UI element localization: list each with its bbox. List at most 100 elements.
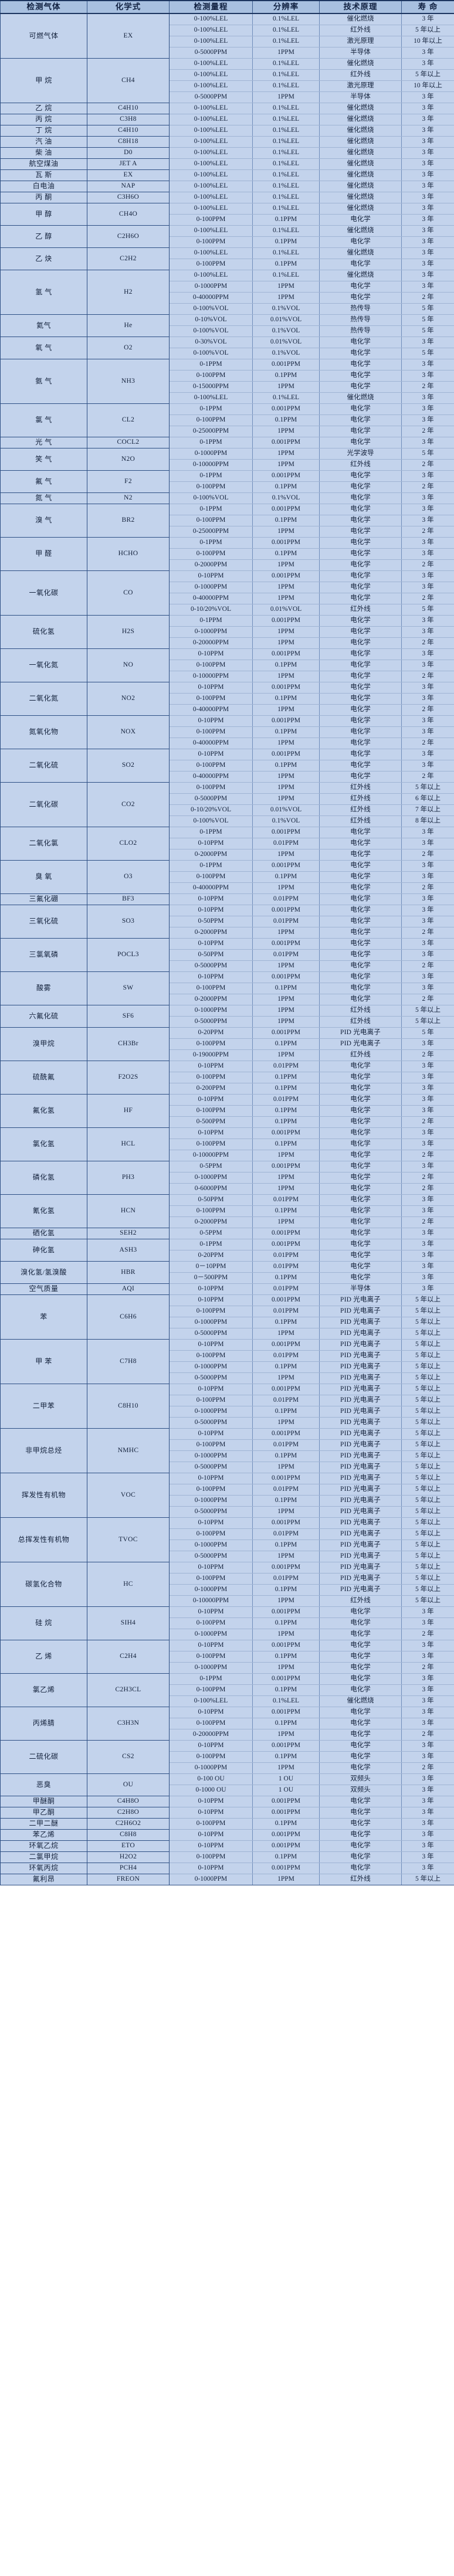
cell-detection-range: 0-100PPM — [169, 1038, 253, 1050]
cell-service-life: 3 年 — [401, 225, 454, 237]
cell-technology-principle: 催化燃烧 — [319, 392, 402, 404]
cell-resolution: 0.1%LEL — [252, 158, 320, 170]
cell-gas-name: 乙 醇 — [0, 225, 87, 248]
cell-service-life: 2 年 — [401, 737, 454, 749]
table-row: 三氯氧磷 POCL3 0-10PPM 0.001PPM 电化学 3 年 — [0, 937, 454, 972]
cell-detection-range: 0-1000 OU — [169, 1784, 253, 1796]
cell-technology-principle: 电化学 — [319, 1606, 402, 1618]
cell-technology-principle: 热传导 — [319, 325, 402, 337]
cell-resolution: 0.1PPM — [252, 659, 320, 671]
table-row: 硅 烷 SIH4 0-10PPM 0.001PPM 电化学 3 年 — [0, 1606, 454, 1640]
cell-chemical-formula: COCL2 — [87, 436, 170, 448]
cell-chemical-formula: NO2 — [87, 681, 170, 716]
cell-resolution: 0.1PPM — [252, 1082, 320, 1095]
table-row: 氢 气 H2 0-100%LEL 0.1%LEL 催化燃烧 3 年 — [0, 269, 454, 315]
table-row: 乙 炔 C2H2 0-100%LEL 0.1%LEL 催化燃烧 3 年 — [0, 247, 454, 270]
table-row: 0-100PPM 0.01PPM PID 光电离子 5 年以上 — [1, 1572, 454, 1585]
cell-resolution: 1PPM — [252, 1216, 320, 1228]
cell-resolution: 0.1%LEL — [252, 135, 320, 148]
cell-technology-principle: 电化学 — [319, 993, 402, 1005]
cell-service-life: 3 年 — [401, 269, 454, 281]
cell-detection-range: 0-10PPM — [169, 570, 253, 582]
cell-service-life: 3 年 — [401, 169, 454, 181]
cell-detection-range: 0-1PPM — [169, 826, 253, 838]
cell-service-life: 5 年以上 — [401, 1572, 454, 1585]
cell-technology-principle: 催化燃烧 — [319, 102, 402, 114]
cell-service-life: 10 年以上 — [401, 35, 454, 47]
cell-service-life: 3 年 — [401, 514, 454, 526]
cell-gas-name: 磷化氢 — [0, 1160, 87, 1195]
cell-technology-principle: 电化学 — [319, 1194, 402, 1206]
table-row: 0-5000PPM 1PPM PID 光电离子 5 年以上 — [1, 1461, 454, 1473]
cell-resolution: 0.1%LEL — [252, 202, 320, 215]
cell-detection-range: 0-1000PPM — [169, 1494, 253, 1507]
column-header-life: 寿 命 — [401, 0, 454, 14]
cell-chemical-formula: PCH4 — [87, 1862, 170, 1874]
cell-detection-range: 0-40000PPM — [169, 704, 253, 716]
cell-service-life: 3 年 — [401, 1706, 454, 1718]
cell-detection-range: 0-10000PPM — [169, 1595, 253, 1607]
cell-resolution: 0.001PPM — [252, 748, 320, 760]
cell-resolution: 1PPM — [252, 1416, 320, 1429]
cell-service-life: 3 年 — [401, 1272, 454, 1284]
cell-service-life: 3 年 — [401, 1283, 454, 1295]
cell-service-life: 5 年以上 — [401, 781, 454, 794]
cell-detection-range: 0－10PPM — [169, 1260, 253, 1273]
cell-resolution: 0.1%VOL — [252, 492, 320, 504]
cell-service-life: 3 年 — [401, 1205, 454, 1217]
cell-service-life: 3 年 — [401, 414, 454, 426]
cell-technology-principle: 电化学 — [319, 1238, 402, 1250]
cell-service-life: 5 年以上 — [401, 1873, 454, 1885]
cell-service-life: 3 年 — [401, 1617, 454, 1629]
table-row: 0-2000PPM 1PPM 电化学 2 年 — [1, 559, 454, 571]
cell-service-life: 3 年 — [401, 1650, 454, 1663]
cell-technology-principle: 电化学 — [319, 570, 402, 582]
cell-technology-principle: 电化学 — [319, 1762, 402, 1774]
cell-service-life: 3 年 — [401, 982, 454, 994]
cell-detection-range: 0-6000PPM — [169, 1182, 253, 1195]
cell-detection-range: 0-19000PPM — [169, 1049, 253, 1061]
cell-chemical-formula: C8H8 — [87, 1829, 170, 1841]
cell-technology-principle: 红外线 — [319, 69, 402, 81]
cell-detection-range: 0-5000PPM — [169, 1461, 253, 1473]
cell-technology-principle: 热传导 — [319, 314, 402, 326]
cell-technology-principle: 电化学 — [319, 358, 402, 371]
cell-detection-range: 0-100%LEL — [169, 1695, 253, 1707]
cell-service-life: 3 年 — [401, 1784, 454, 1796]
cell-service-life: 5 年以上 — [401, 1595, 454, 1607]
cell-technology-principle: 催化燃烧 — [319, 180, 402, 192]
cell-service-life: 2 年 — [401, 704, 454, 716]
cell-service-life: 10 年以上 — [401, 80, 454, 92]
cell-detection-range: 0-100%LEL — [169, 24, 253, 36]
cell-service-life: 3 年 — [401, 1829, 454, 1841]
cell-technology-principle: 电化学 — [319, 347, 402, 359]
cell-resolution: 0.001PPM — [252, 470, 320, 482]
cell-service-life: 3 年 — [401, 492, 454, 504]
cell-detection-range: 0-1000PPM — [169, 280, 253, 293]
cell-detection-range: 0-100%LEL — [169, 135, 253, 148]
cell-gas-name: 非甲烷总烃 — [0, 1428, 87, 1473]
cell-detection-range: 0-10PPM — [169, 748, 253, 760]
table-row: 0-100PPM 0.1PPM 电化学 3 年 — [1, 1717, 454, 1729]
cell-service-life: 2 年 — [401, 1171, 454, 1184]
table-row: 苯乙烯 C8H8 0-10PPM 0.001PPM 电化学 3 年 — [0, 1829, 454, 1841]
cell-resolution: 0.001PPM — [252, 358, 320, 371]
cell-detection-range: 0-40000PPM — [169, 291, 253, 304]
cell-service-life: 3 年 — [401, 124, 454, 137]
cell-resolution: 0.1PPM — [252, 1817, 320, 1830]
cell-resolution: 1PPM — [252, 1628, 320, 1640]
cell-service-life: 3 年 — [401, 1851, 454, 1863]
cell-resolution: 0.01PPM — [252, 1394, 320, 1406]
cell-service-life: 3 年 — [401, 280, 454, 293]
cell-detection-range: 0-100PPM — [169, 369, 253, 382]
cell-chemical-formula: TVOC — [87, 1517, 170, 1562]
table-row: 0-100%VOL 0.1%VOL 红外线 8 年以上 — [1, 815, 454, 827]
cell-technology-principle: 催化燃烧 — [319, 225, 402, 237]
table-row: 0-2000PPM 1PPM 电化学 2 年 — [1, 993, 454, 1005]
cell-service-life: 2 年 — [401, 1728, 454, 1741]
cell-resolution: 0.001PPM — [252, 1806, 320, 1819]
cell-service-life: 3 年 — [401, 1684, 454, 1696]
cell-resolution: 1PPM — [252, 425, 320, 437]
cell-service-life: 3 年 — [401, 113, 454, 125]
cell-resolution: 0.01PPM — [252, 1283, 320, 1295]
